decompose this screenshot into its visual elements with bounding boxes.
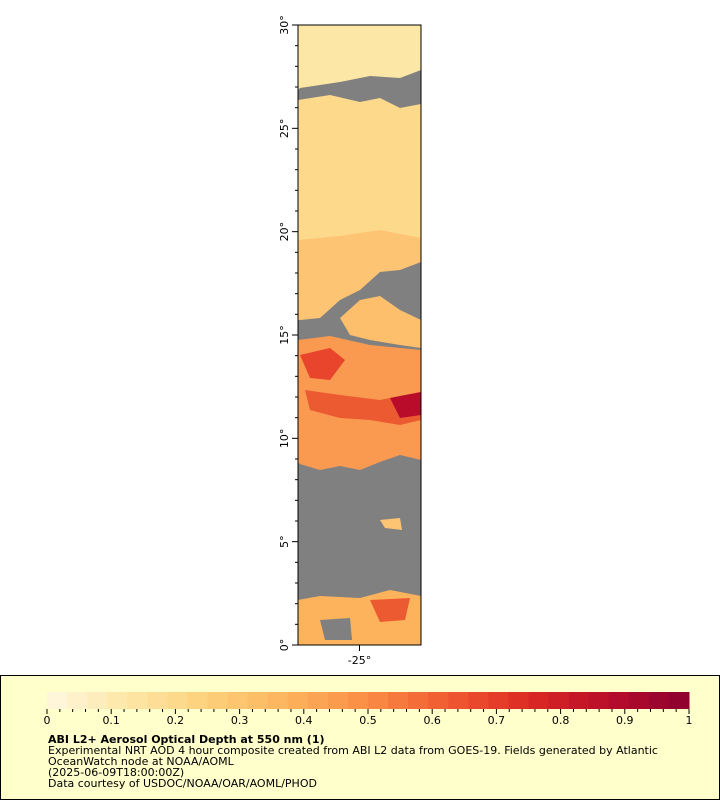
colorbar-step <box>47 692 68 709</box>
colorbar-step <box>648 692 670 709</box>
colorbar-step <box>628 692 650 709</box>
colorbar-step <box>187 692 208 709</box>
y-tick-label: 30° <box>278 15 291 35</box>
colorbar-step <box>568 692 590 709</box>
colorbar-step <box>428 692 449 709</box>
colorbar-step <box>468 692 489 709</box>
legend-title: ABI L2+ Aerosol Optical Depth at 550 nm … <box>48 733 325 746</box>
colorbar-step <box>488 692 509 709</box>
legend-line: Data courtesy of USDOC/NOAA/OAR/AOML/PHO… <box>48 777 317 790</box>
colorbar-step <box>67 692 88 709</box>
y-tick-label: 15° <box>278 325 291 345</box>
no-data <box>320 618 352 640</box>
colorbar-step <box>668 692 690 709</box>
aod-area <box>370 598 410 622</box>
colorbar-tick-label: 0.1 <box>102 714 120 727</box>
colorbar-step <box>227 692 249 709</box>
aod-area <box>390 392 421 418</box>
colorbar-step <box>448 692 469 709</box>
y-tick-label: 20° <box>278 222 291 242</box>
colorbar-tick-label: 0.4 <box>295 714 313 727</box>
legend-line: Experimental NRT AOD 4 hour composite cr… <box>48 744 658 757</box>
y-tick-label: 25° <box>278 119 291 139</box>
colorbar-tick-label: 0.7 <box>488 714 506 727</box>
colorbar-step <box>368 692 389 709</box>
colorbar-step <box>247 692 269 709</box>
colorbar-tick-label: 0.2 <box>167 714 185 727</box>
aod-area <box>380 518 402 530</box>
aod-area <box>298 95 421 268</box>
colorbar-step <box>508 692 529 709</box>
x-tick-label: -25° <box>348 654 371 667</box>
legend-line: OceanWatch node at NOAA/AOML <box>48 755 235 768</box>
colorbar-tick-label: 0.5 <box>359 714 377 727</box>
aod-area <box>340 296 421 348</box>
colorbar-step <box>107 692 128 709</box>
colorbar-step <box>127 692 148 709</box>
aod-area <box>298 25 421 90</box>
colorbar-step <box>528 692 550 709</box>
colorbar-step <box>207 692 229 709</box>
colorbar-tick-label: 0.8 <box>552 714 570 727</box>
colorbar-step <box>327 692 349 709</box>
colorbar-step <box>608 692 630 709</box>
y-tick-label: 10° <box>278 429 291 449</box>
map-raster <box>298 25 421 645</box>
y-tick-label: 5° <box>278 535 291 548</box>
colorbar-step <box>287 692 309 709</box>
colorbar-step <box>588 692 610 709</box>
colorbar-step <box>548 692 570 709</box>
colorbar-step <box>307 692 329 709</box>
y-tick-label: 0° <box>278 639 291 652</box>
aod-area <box>300 348 345 380</box>
colorbar-tick-label: 1 <box>686 714 693 727</box>
colorbar-step <box>347 692 369 709</box>
colorbar-step <box>167 692 188 709</box>
colorbar-step <box>147 692 168 709</box>
colorbar-tick-label: 0.9 <box>616 714 634 727</box>
colorbar-tick-label: 0 <box>44 714 51 727</box>
colorbar-tick-label: 0.6 <box>423 714 441 727</box>
colorbar-step <box>408 692 429 709</box>
colorbar-tick-label: 0.3 <box>231 714 249 727</box>
colorbar-step <box>388 692 409 709</box>
aod-area <box>298 230 421 320</box>
colorbar-step <box>87 692 108 709</box>
colorbar-step <box>267 692 289 709</box>
legend-line: (2025-06-09T18:00:00Z) <box>48 766 184 779</box>
